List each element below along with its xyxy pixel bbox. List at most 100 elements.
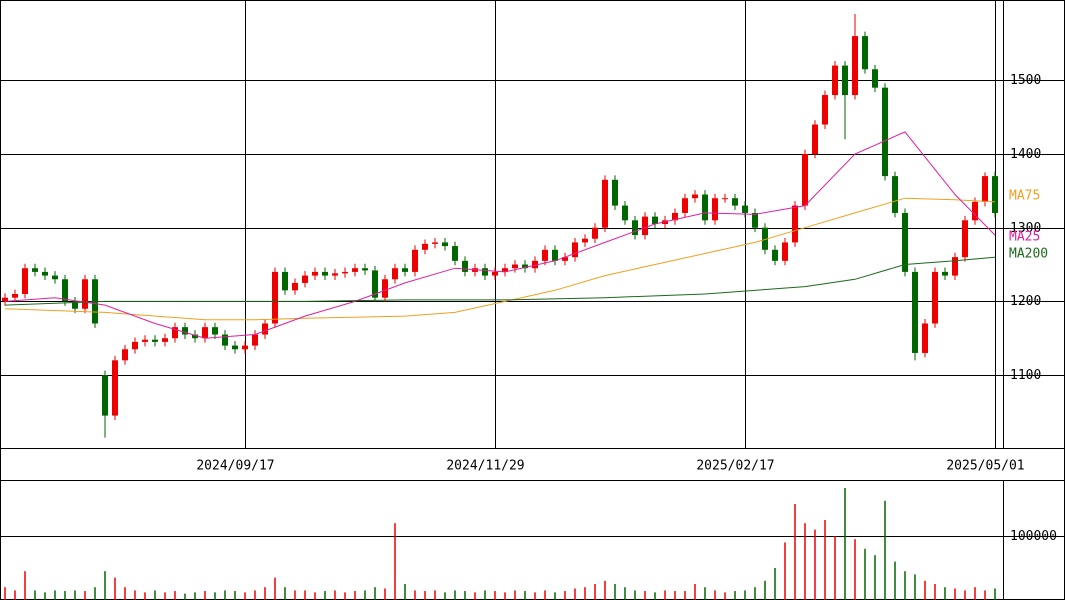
x-tick-label: 2024/09/17 — [196, 459, 274, 474]
candle-body — [372, 270, 378, 298]
volume-bar — [944, 587, 946, 600]
candle-body — [942, 271, 948, 276]
volume-bar — [564, 591, 566, 600]
volume-bar — [324, 591, 326, 600]
candle-body — [582, 238, 588, 243]
volume-bar — [514, 590, 516, 600]
volume-bar — [584, 587, 586, 600]
candle-body — [812, 124, 818, 154]
volume-bar — [854, 539, 856, 600]
volume-bar — [774, 568, 776, 600]
volume-bar — [14, 590, 16, 600]
candle-body — [122, 349, 128, 361]
candle-body — [992, 176, 998, 213]
candle-body — [532, 260, 538, 269]
candle-body — [132, 341, 138, 350]
volume-bar — [714, 590, 716, 600]
volume-bar — [524, 591, 526, 600]
volume-bar — [964, 590, 966, 600]
candle-body — [522, 264, 528, 269]
candle-body — [932, 271, 938, 324]
volume-bar — [294, 590, 296, 600]
volume-bar — [744, 590, 746, 600]
ma-line — [4, 256, 996, 306]
candle-body — [642, 216, 648, 236]
candle-body — [232, 345, 238, 350]
candle-body — [202, 327, 208, 339]
candle-body — [262, 323, 268, 335]
candle-body — [542, 249, 548, 261]
candle-body — [592, 227, 598, 239]
volume-bar — [184, 593, 186, 600]
volume-bar — [134, 590, 136, 600]
candle-body — [362, 268, 368, 271]
volume-bar — [374, 587, 376, 600]
candle-body — [292, 282, 298, 291]
volume-bar — [64, 591, 66, 600]
volume-bar — [314, 592, 316, 600]
candle-body — [152, 339, 158, 342]
volume-bar — [284, 587, 286, 600]
volume-bar — [994, 588, 996, 600]
candle-body — [192, 334, 198, 339]
volume-bar — [794, 504, 796, 600]
volume-bar — [644, 591, 646, 600]
candle-body — [322, 271, 328, 276]
candle-body — [912, 271, 918, 353]
volume-bar — [4, 587, 6, 600]
candle-body — [1, 297, 8, 302]
y-tick-label: 1300 — [1010, 221, 1041, 236]
volume-bar — [974, 587, 976, 600]
x-tick-label: 2025/02/17 — [696, 459, 774, 474]
volume-bar — [664, 590, 666, 600]
candle-body — [272, 271, 278, 324]
candle-body — [802, 154, 808, 206]
candle-body — [162, 338, 168, 342]
volume-bar — [784, 542, 786, 600]
volume-bar — [904, 571, 906, 600]
candle-body — [402, 268, 408, 272]
candle-body — [922, 323, 928, 353]
candle-body — [312, 271, 318, 276]
volume-bar — [354, 591, 356, 600]
candle-body — [712, 198, 718, 221]
volume-bar — [34, 590, 36, 600]
candle-body — [892, 176, 898, 213]
candle-body — [242, 345, 248, 350]
volume-bar — [424, 591, 426, 600]
candle-body — [252, 334, 258, 346]
volume-bar — [274, 577, 276, 600]
volume-bar — [834, 536, 836, 600]
candle-body — [52, 275, 58, 280]
x-tick-label: 2024/11/29 — [446, 459, 524, 474]
volume-bar — [144, 592, 146, 600]
candle-body — [492, 271, 498, 276]
candle-body — [562, 257, 568, 261]
volume-bar — [234, 591, 236, 600]
y-tick-label: 1200 — [1010, 294, 1041, 309]
ma-line — [4, 131, 996, 339]
candle-body — [72, 301, 78, 309]
volume-bar — [244, 592, 246, 600]
candle-body — [512, 264, 518, 269]
candle-body — [762, 227, 768, 250]
volume-bar — [264, 587, 266, 600]
volume-bar — [954, 588, 956, 600]
candle-body — [32, 268, 38, 272]
candle-body — [622, 205, 628, 221]
volume-bar — [884, 500, 886, 600]
volume-bar — [164, 592, 166, 600]
volume-bar — [214, 592, 216, 600]
candle-body — [282, 271, 288, 291]
volume-bar — [624, 587, 626, 600]
candle-body — [962, 220, 968, 258]
volume-bar — [224, 590, 226, 600]
x-tick-label: 2025/05/01 — [946, 459, 1024, 474]
volume-bar — [74, 590, 76, 600]
volume-bar — [804, 523, 806, 600]
candle-body — [552, 249, 558, 261]
volume-bar — [724, 592, 726, 600]
volume-bar — [684, 591, 686, 600]
volume-bar — [824, 520, 826, 600]
